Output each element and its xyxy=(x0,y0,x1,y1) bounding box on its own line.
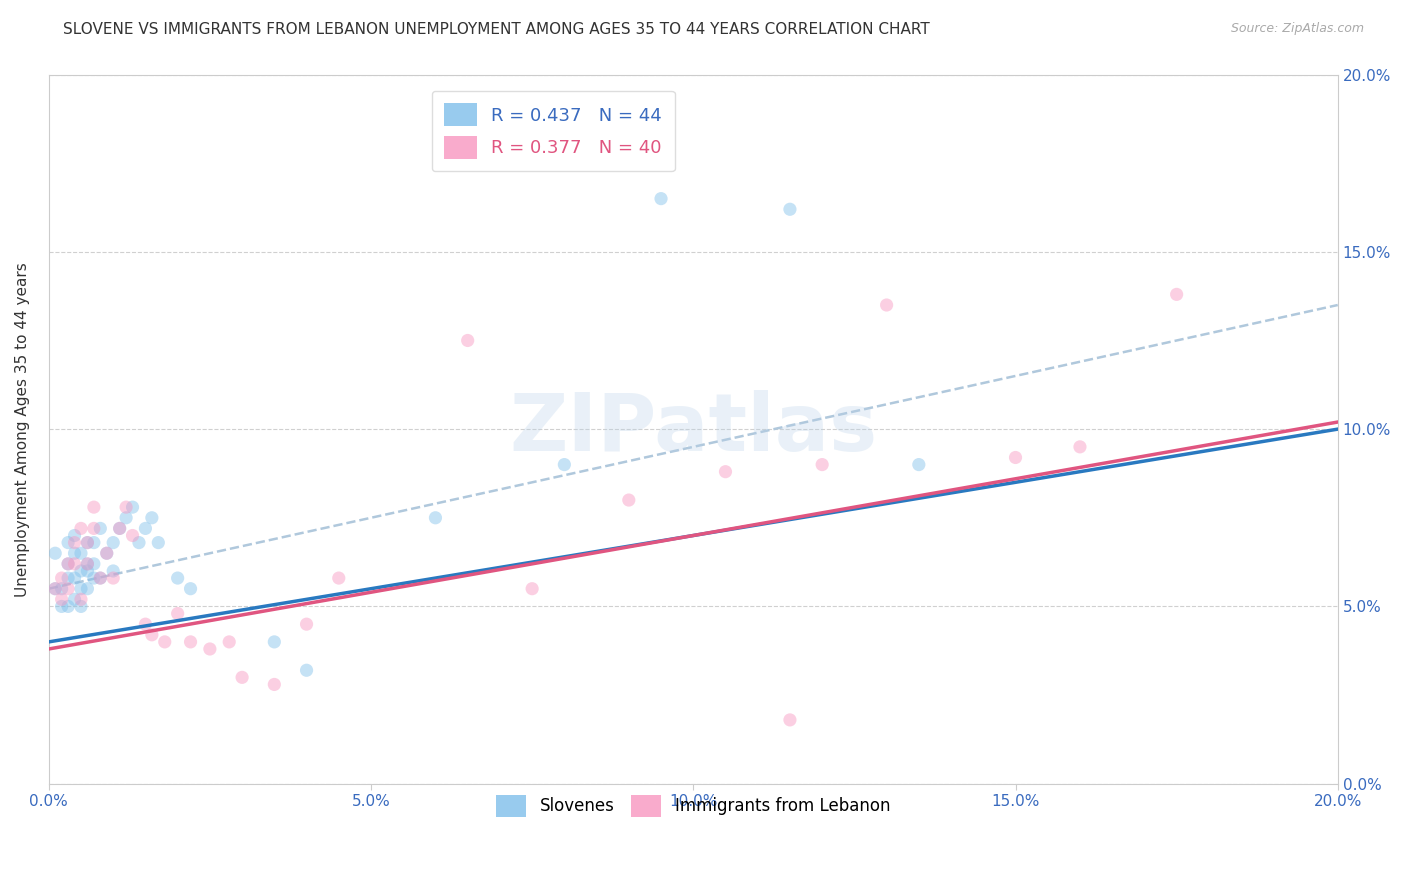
Point xyxy=(63,592,86,607)
Point xyxy=(134,521,156,535)
Point xyxy=(166,571,188,585)
Legend: Slovenes, Immigrants from Lebanon: Slovenes, Immigrants from Lebanon xyxy=(488,787,898,825)
Point xyxy=(70,564,93,578)
Point xyxy=(89,571,111,585)
Point xyxy=(96,546,118,560)
Text: SLOVENE VS IMMIGRANTS FROM LEBANON UNEMPLOYMENT AMONG AGES 35 TO 44 YEARS CORREL: SLOVENE VS IMMIGRANTS FROM LEBANON UNEMP… xyxy=(63,22,929,37)
Point xyxy=(115,510,138,524)
Point xyxy=(198,642,221,657)
Point xyxy=(63,557,86,571)
Point xyxy=(141,628,163,642)
Point xyxy=(180,635,202,649)
Point xyxy=(63,546,86,560)
Point xyxy=(56,557,79,571)
Point xyxy=(121,528,143,542)
Point xyxy=(295,663,318,677)
Point xyxy=(263,677,285,691)
Point xyxy=(153,635,176,649)
Point xyxy=(908,458,931,472)
Point xyxy=(103,564,125,578)
Point xyxy=(103,535,125,549)
Point xyxy=(553,458,575,472)
Point xyxy=(121,500,143,515)
Point xyxy=(56,557,79,571)
Point xyxy=(295,617,318,632)
Text: Source: ZipAtlas.com: Source: ZipAtlas.com xyxy=(1230,22,1364,36)
Point xyxy=(103,571,125,585)
Point xyxy=(44,582,66,596)
Point xyxy=(108,521,131,535)
Point xyxy=(779,713,801,727)
Point xyxy=(328,571,350,585)
Point xyxy=(520,582,543,596)
Point xyxy=(63,571,86,585)
Point xyxy=(70,599,93,614)
Point xyxy=(650,192,672,206)
Point xyxy=(44,546,66,560)
Y-axis label: Unemployment Among Ages 35 to 44 years: Unemployment Among Ages 35 to 44 years xyxy=(15,261,30,597)
Point xyxy=(425,510,447,524)
Point xyxy=(1166,287,1188,301)
Point xyxy=(63,535,86,549)
Point xyxy=(83,557,105,571)
Text: ZIPatlas: ZIPatlas xyxy=(509,390,877,468)
Point xyxy=(76,557,98,571)
Point xyxy=(56,599,79,614)
Point xyxy=(134,617,156,632)
Point xyxy=(714,465,737,479)
Point xyxy=(70,592,93,607)
Point xyxy=(96,546,118,560)
Point xyxy=(779,202,801,217)
Point xyxy=(108,521,131,535)
Point xyxy=(76,535,98,549)
Point xyxy=(51,592,73,607)
Point xyxy=(83,500,105,515)
Point xyxy=(70,582,93,596)
Point xyxy=(263,635,285,649)
Point xyxy=(876,298,898,312)
Point xyxy=(811,458,834,472)
Point xyxy=(83,571,105,585)
Point xyxy=(231,670,253,684)
Point xyxy=(70,521,93,535)
Point xyxy=(76,582,98,596)
Point xyxy=(83,521,105,535)
Point xyxy=(180,582,202,596)
Point xyxy=(1004,450,1026,465)
Point xyxy=(128,535,150,549)
Point xyxy=(51,571,73,585)
Point xyxy=(115,500,138,515)
Point xyxy=(89,571,111,585)
Point xyxy=(457,334,479,348)
Point xyxy=(76,564,98,578)
Point xyxy=(44,582,66,596)
Point xyxy=(51,582,73,596)
Point xyxy=(56,571,79,585)
Point xyxy=(166,607,188,621)
Point xyxy=(63,528,86,542)
Point xyxy=(83,535,105,549)
Point xyxy=(56,535,79,549)
Point xyxy=(76,557,98,571)
Point xyxy=(56,582,79,596)
Point xyxy=(89,521,111,535)
Point xyxy=(76,535,98,549)
Point xyxy=(51,599,73,614)
Point xyxy=(141,510,163,524)
Point xyxy=(617,493,640,508)
Point xyxy=(218,635,240,649)
Point xyxy=(148,535,170,549)
Point xyxy=(1069,440,1091,454)
Point xyxy=(70,546,93,560)
